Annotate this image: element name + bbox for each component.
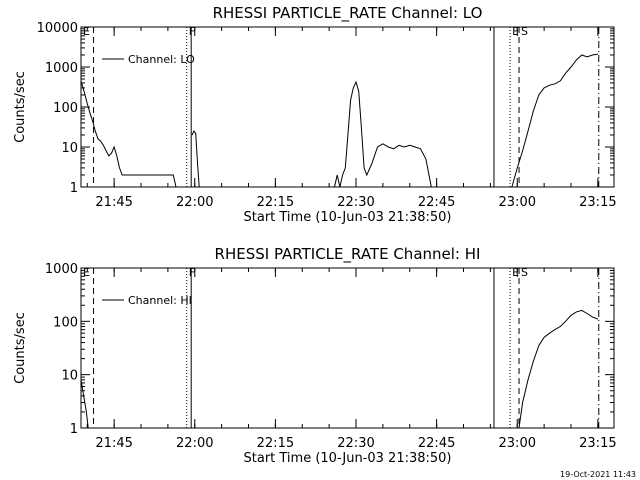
data-series (80, 53, 598, 188)
legend-label: Channel: LO (128, 53, 195, 66)
y-tick-label: 10 (61, 141, 78, 156)
marker-label: F (189, 266, 195, 279)
y-tick-label: 100 (53, 315, 78, 330)
x-tick-label: 22:30 (337, 195, 374, 210)
y-axis: 1 10 100 1000 10000 (37, 21, 614, 196)
marker-label: F (189, 25, 195, 38)
marker-label: S (521, 266, 528, 279)
series-line-segment (518, 309, 599, 429)
x-tick-label: 22:00 (176, 195, 213, 210)
x-axis-label: Start Time (10-Jun-03 21:38:50) (244, 210, 452, 225)
marker-label: E (512, 25, 519, 38)
x-axis: 21:45 22:00 22:15 22:30 22:45 23:00 23:15 (86, 268, 617, 451)
y-tick-label: 1 (70, 181, 78, 196)
series-line-segment (191, 130, 200, 188)
y-tick-label: 1000 (45, 262, 78, 277)
series-line-segment (80, 379, 89, 429)
x-tick-label: 23:00 (499, 436, 536, 451)
y-axis-label: Counts/sec (13, 312, 28, 384)
y-tick-label: 10 (61, 369, 78, 384)
x-tick-label: 23:15 (579, 436, 616, 451)
x-tick-label: 21:45 (95, 436, 132, 451)
chart-title: RHESSI PARTICLE_RATE Channel: HI (215, 245, 481, 264)
x-tick-label: 21:45 (95, 195, 132, 210)
legend-label: Channel: HI (128, 294, 192, 307)
x-axis: 21:45 22:00 22:15 22:30 22:45 23:00 23:15 (86, 27, 617, 210)
y-axis-label: Counts/sec (13, 71, 28, 143)
chart-panel-hi: RHESSI PARTICLE_RATE Channel: HI 1 10 100 10… (13, 245, 617, 466)
chart-panel-lo: RHESSI PARTICLE_RATE Channel: LO 1 10 100 10… (13, 4, 617, 225)
series-line-segment (511, 53, 598, 188)
x-tick-label: 23:00 (499, 195, 536, 210)
series-line-segment (334, 80, 432, 188)
x-tick-label: 22:15 (257, 195, 294, 210)
y-tick-label: 1000 (45, 61, 78, 76)
series-line-segment (80, 80, 177, 188)
x-tick-label: 22:45 (418, 436, 455, 451)
x-axis-label: Start Time (10-Jun-03 21:38:50) (244, 451, 452, 466)
y-tick-label: 100 (53, 101, 78, 116)
x-tick-label: 22:45 (418, 195, 455, 210)
generation-timestamp: 19-Oct-2021 11:43 (560, 470, 636, 479)
x-tick-label: 22:15 (257, 436, 294, 451)
marker-label: E (83, 266, 90, 279)
x-tick-label: 23:15 (579, 195, 616, 210)
chart-panels: RHESSI PARTICLE_RATE Channel: LO 1 10 100 10… (13, 4, 617, 466)
marker-label: E (512, 266, 519, 279)
x-tick-label: 22:30 (337, 436, 374, 451)
x-tick-label: 22:00 (176, 436, 213, 451)
chart-title: RHESSI PARTICLE_RATE Channel: LO (213, 4, 483, 23)
y-tick-label: 10000 (37, 21, 78, 36)
marker-label: E (83, 25, 90, 38)
data-series (80, 309, 599, 429)
y-tick-label: 1 (70, 422, 78, 437)
plot-frame (80, 267, 615, 429)
marker-label: S (521, 25, 528, 38)
